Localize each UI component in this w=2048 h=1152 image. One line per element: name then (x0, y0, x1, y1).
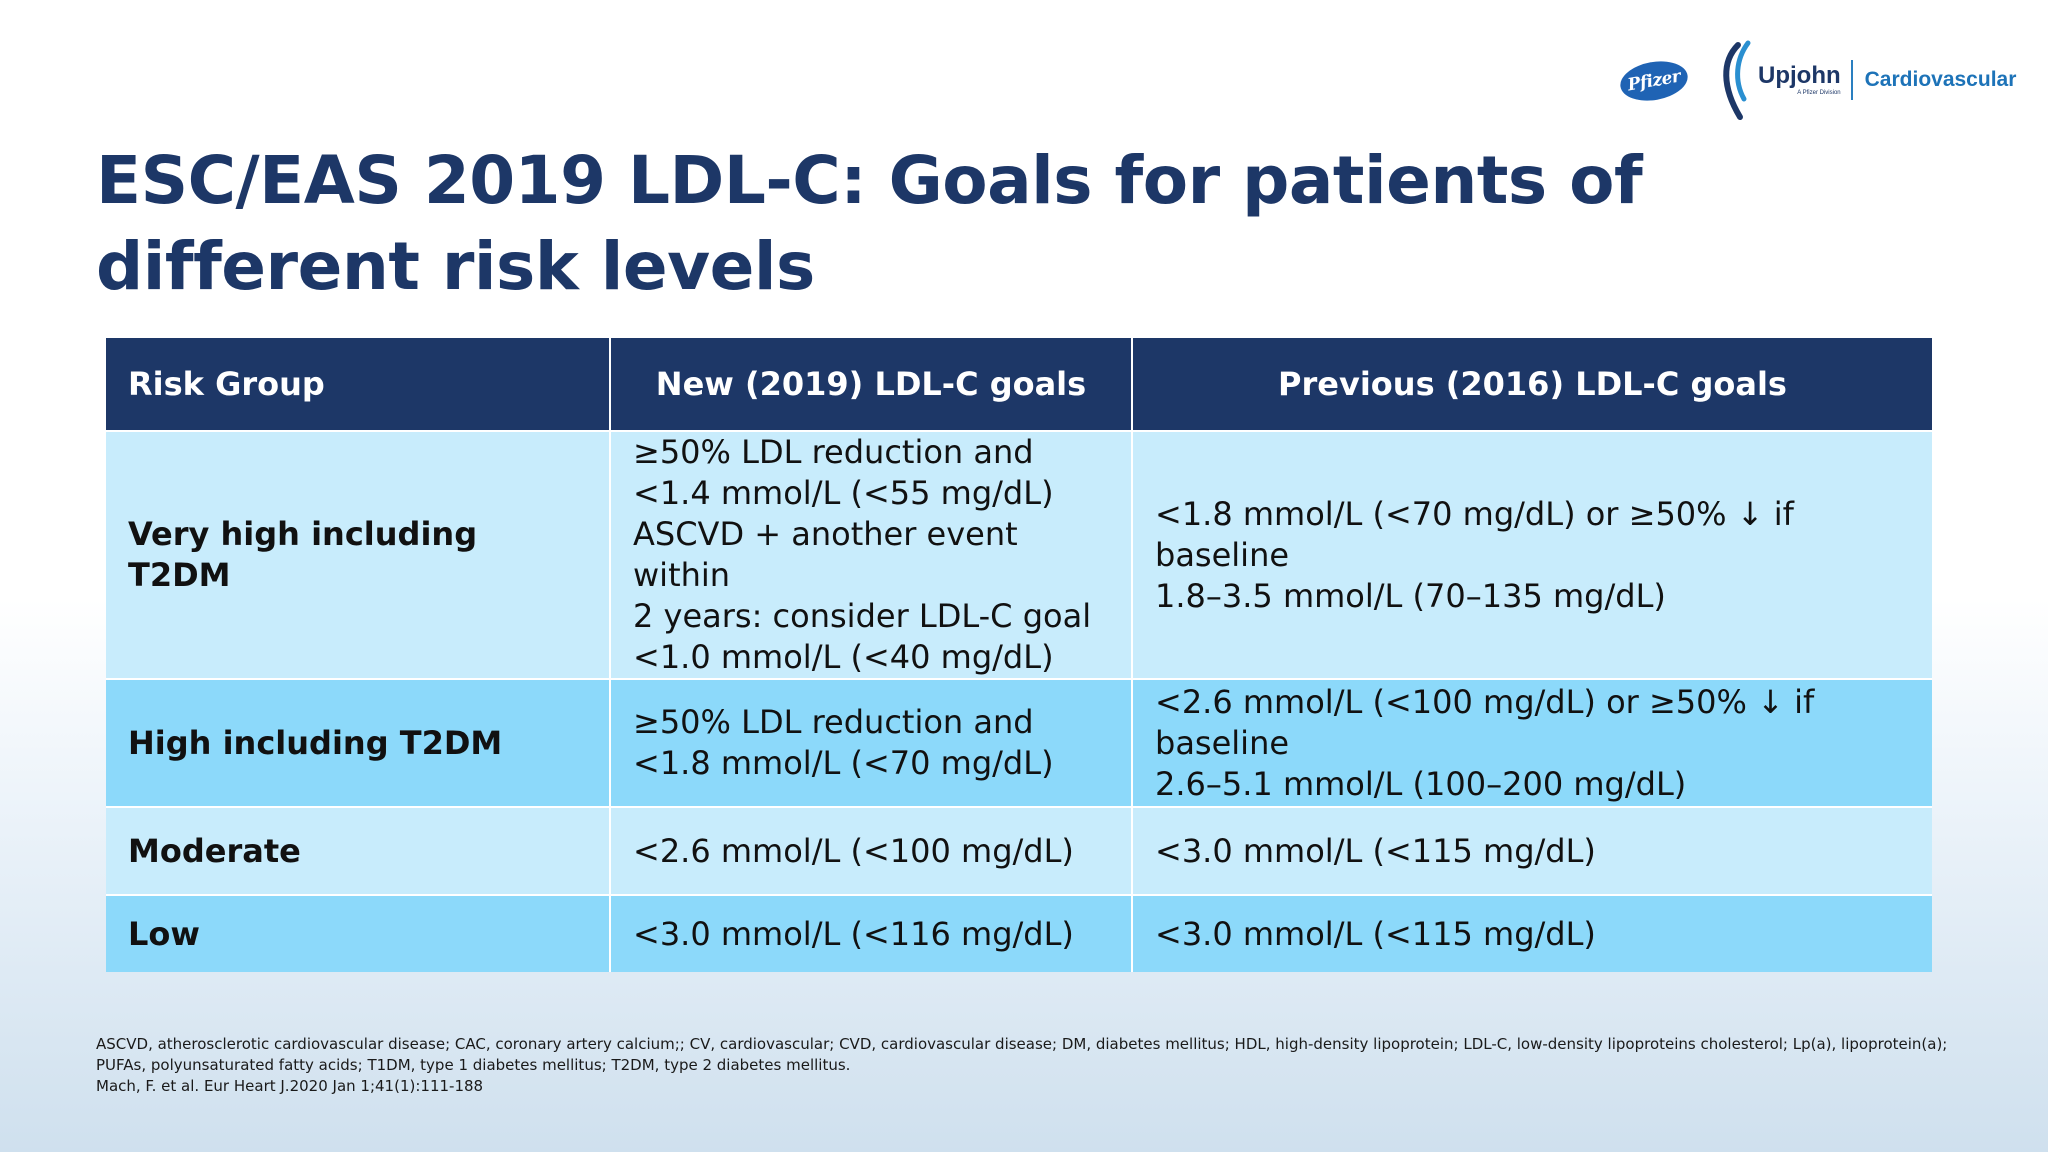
cell-text-line: ≥50% LDL reduction and (633, 433, 1034, 471)
header-new-goals: New (2019) LDL-C goals (610, 338, 1133, 431)
cell-text-line: <2.6 mmol/L (<100 mg/dL) or ≥50% ↓ if ba… (1155, 682, 1815, 762)
cell-text-line: <1.4 mmol/L (<55 mg/dL) (633, 474, 1054, 512)
previous-goal-cell: <3.0 mmol/L (<115 mg/dL) (1132, 894, 1932, 972)
previous-goal-cell: <1.8 mmol/L (<70 mg/dL) or ≥50% ↓ if bas… (1132, 430, 1932, 679)
cell-text-line: <1.0 mmol/L (<40 mg/dL) (633, 638, 1054, 676)
upjohn-logo: Upjohn A Pfizer Division Cardiovascular (1718, 34, 2016, 126)
table-header-row: Risk Group New (2019) LDL-C goals Previo… (106, 338, 1932, 431)
cell-text-line: <2.6 mmol/L (<100 mg/dL) (633, 831, 1074, 870)
pfizer-logo: Pfizer (1617, 56, 1691, 106)
table-row: High including T2DM ≥50% LDL reduction a… (106, 678, 1932, 807)
table-row: Low <3.0 mmol/L (<116 mg/dL) <3.0 mmol/L… (106, 894, 1932, 972)
footnote-abbreviations: ASCVD, atherosclerotic cardiovascular di… (96, 1035, 1948, 1053)
upjohn-name: Upjohn (1758, 62, 1841, 89)
risk-group-cell: High including T2DM (106, 678, 611, 807)
slide-title: ESC/EAS 2019 LDL-C: Goals for patients o… (96, 142, 1643, 305)
risk-group-cell: Very high including T2DM (106, 430, 611, 679)
upjohn-swoosh-icon (1723, 40, 1751, 120)
footnote-abbreviations-cont: PUFAs, polyunsaturated fatty acids; T1DM… (96, 1056, 851, 1074)
logo-divider (1850, 60, 1853, 100)
previous-goal-cell: <3.0 mmol/L (<115 mg/dL) (1132, 806, 1932, 895)
new-goal-cell: ≥50% LDL reduction and <1.8 mmol/L (<70 … (610, 678, 1133, 807)
new-goal-cell: <3.0 mmol/L (<116 mg/dL) (610, 894, 1133, 972)
cell-text-line: <3.0 mmol/L (<115 mg/dL) (1155, 914, 1596, 953)
pfizer-logo-text: Pfizer (1626, 66, 1682, 96)
cell-text-line: <3.0 mmol/L (<115 mg/dL) (1155, 831, 1596, 870)
cell-text-line: <1.8 mmol/L (<70 mg/dL) or ≥50% ↓ if bas… (1155, 494, 1794, 574)
upjohn-subtitle: A Pfizer Division (1797, 90, 1841, 96)
ldl-goals-table: Risk Group New (2019) LDL-C goals Previo… (106, 338, 1932, 972)
new-goal-cell: <2.6 mmol/L (<100 mg/dL) (610, 806, 1133, 895)
cell-text-line: ≥50% LDL reduction and (633, 703, 1034, 741)
header-previous-goals: Previous (2016) LDL-C goals (1132, 338, 1932, 431)
previous-goal-cell: <2.6 mmol/L (<100 mg/dL) or ≥50% ↓ if ba… (1132, 678, 1932, 807)
footnote-reference: Mach, F. et al. Eur Heart J.2020 Jan 1;4… (96, 1077, 484, 1095)
new-goal-cell: ≥50% LDL reduction and <1.4 mmol/L (<55 … (610, 430, 1133, 679)
cell-text-line: <1.8 mmol/L (<70 mg/dL) (633, 744, 1054, 782)
footnotes: ASCVD, atherosclerotic cardiovascular di… (96, 1034, 1976, 1097)
header-risk-group: Risk Group (106, 338, 611, 431)
cell-text-line: <3.0 mmol/L (<116 mg/dL) (633, 914, 1074, 953)
division-label: Cardiovascular (1864, 68, 2017, 91)
cell-text-line: ASCVD + another event within (633, 515, 1018, 594)
risk-group-cell: Moderate (106, 806, 611, 895)
upjohn-wordmark: Upjohn A Pfizer Division (1758, 63, 1841, 97)
table-row: Very high including T2DM ≥50% LDL reduct… (106, 430, 1932, 679)
cell-text-line: 1.8–3.5 mmol/L (70–135 mg/dL) (1155, 576, 1666, 615)
cell-text-line: 2.6–5.1 mmol/L (100–200 mg/dL) (1155, 764, 1687, 803)
table-row: Moderate <2.6 mmol/L (<100 mg/dL) <3.0 m… (106, 806, 1932, 895)
risk-group-cell: Low (106, 894, 611, 972)
cell-text-line: 2 years: consider LDL-C goal (633, 597, 1092, 635)
